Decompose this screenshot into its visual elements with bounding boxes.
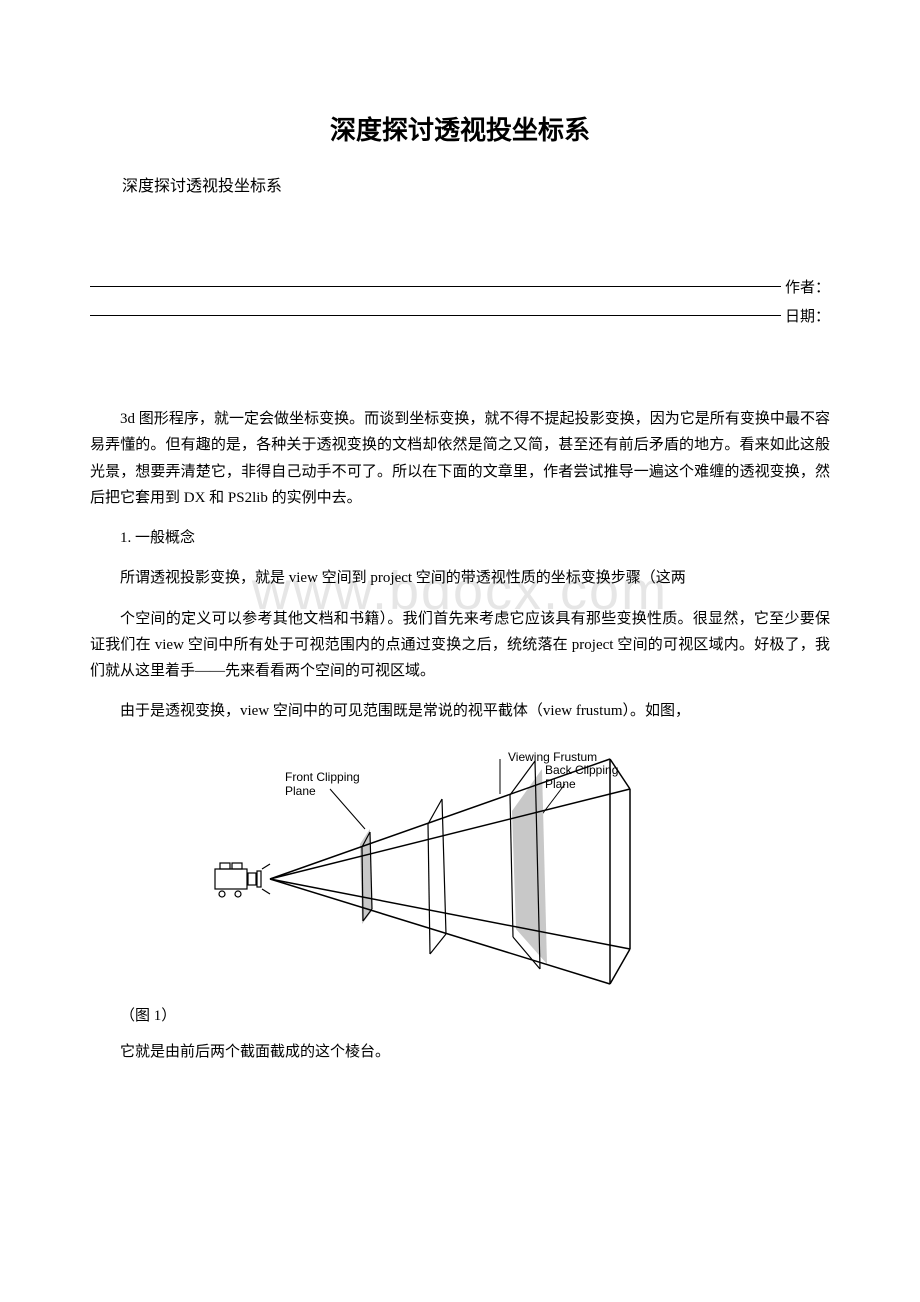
back-clipping-label: Back Clipping <box>545 763 618 777</box>
date-line: 日期： <box>90 305 830 326</box>
colon: ： <box>815 305 830 326</box>
meta-underline <box>90 286 781 287</box>
front-clipping-label: Front Clipping <box>285 770 360 784</box>
viewing-frustum-label: Viewing Frustum <box>508 750 597 764</box>
colon: ： <box>815 276 830 297</box>
date-label: 日期 <box>785 305 815 326</box>
camera-icon <box>215 863 270 897</box>
author-label: 作者 <box>785 276 815 297</box>
back-plane-label: Plane <box>545 777 576 791</box>
frustum-diagram: Viewing Frustum Front Clipping Plane Bac… <box>210 739 640 989</box>
section-heading-1: 1. 一般概念 <box>90 525 830 551</box>
page-title: 深度探讨透视投坐标系 <box>90 110 830 147</box>
subtitle: 深度探讨透视投坐标系 <box>90 172 830 196</box>
paragraph-2: 所谓透视投影变换，就是 view 空间到 project 空间的带透视性质的坐标… <box>90 565 830 591</box>
meta-underline <box>90 315 781 316</box>
paragraph-4: 由于是透视变换，view 空间中的可见范围既是常说的视平截体（view frus… <box>90 698 830 724</box>
paragraph-3: 个空间的定义可以参考其他文档和书籍）。我们首先来考虑它应该具有那些变换性质。很显… <box>90 606 830 685</box>
paragraph-5: 它就是由前后两个截面截成的这个棱台。 <box>90 1039 830 1065</box>
front-plane-label: Plane <box>285 784 316 798</box>
document-content: 深度探讨透视投坐标系 深度探讨透视投坐标系 作者： 日期： 3d 图形程序，就一… <box>90 110 830 1065</box>
paragraph-intro: 3d 图形程序，就一定会做坐标变换。而谈到坐标变换，就不得不提起投影变换，因为它… <box>90 406 830 511</box>
meta-block: 作者： 日期： <box>90 276 830 326</box>
figure-caption: （图 1） <box>90 1004 830 1025</box>
author-line: 作者： <box>90 276 830 297</box>
